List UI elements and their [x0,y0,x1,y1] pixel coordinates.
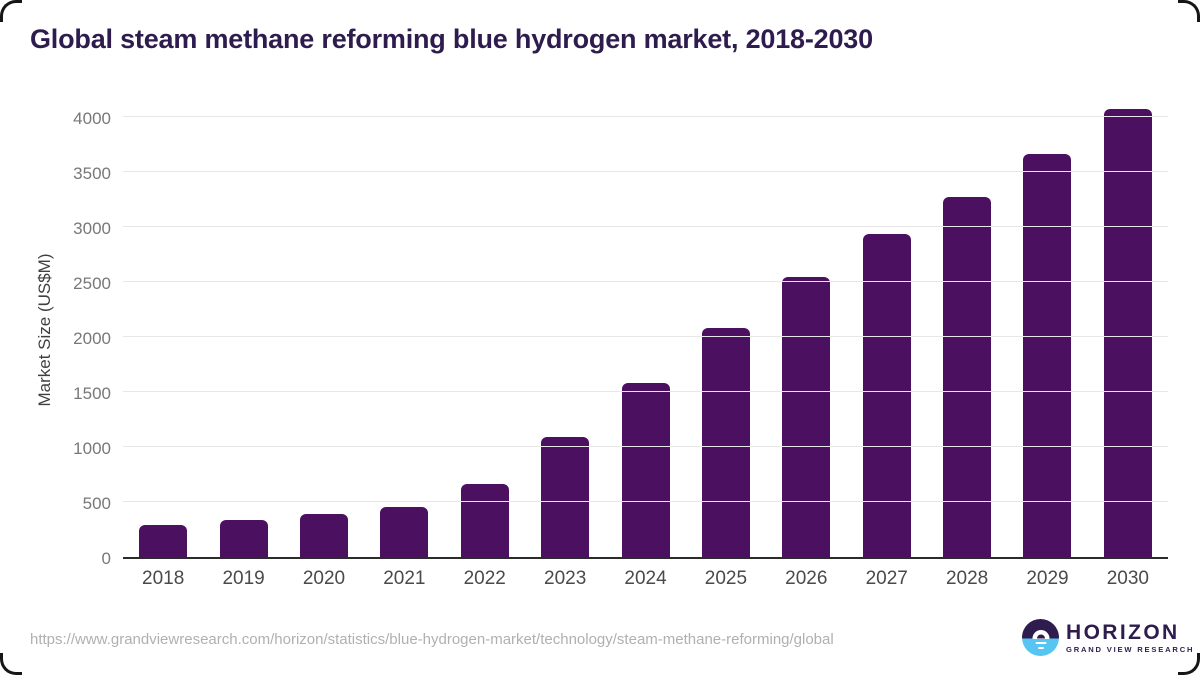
y-tick-label-2500: 2500 [73,273,111,293]
horizon-logo-text-block: HORIZON GRAND VIEW RESEARCH [1066,622,1194,654]
x-tick-label-2026: 2026 [785,568,828,589]
gridline-1000 [123,445,1168,447]
rounded-corner-border-bottom-right [1178,653,1200,675]
horizon-logo-subtitle: GRAND VIEW RESEARCH [1066,644,1195,654]
bar-2019 [219,519,268,557]
y-tick-label-3000: 3000 [73,218,111,238]
bar-2030 [1103,109,1152,557]
bar-2024 [621,383,670,557]
x-tick-label-2021: 2021 [383,568,426,589]
bar-slot-2019 [203,99,283,557]
bar-slot-2021 [364,99,444,557]
gridline-1500 [123,390,1168,392]
sun-reflection-shape [1037,646,1044,649]
plot-area [123,99,1168,559]
bar-slot-2030 [1088,99,1168,557]
y-tick-label-1500: 1500 [73,383,111,403]
x-tick-label-2023: 2023 [544,568,587,589]
bar-2026 [782,276,831,557]
y-tick-label-500: 500 [82,493,111,513]
bar-slot-2022 [445,99,525,557]
bar-2023 [541,437,590,557]
bars-container [123,99,1168,557]
bar-slot-2024 [605,99,685,557]
x-tick-label-2027: 2027 [865,568,908,589]
gridline-2000 [123,335,1168,337]
x-axis-tick-labels: 2018 2019 2020 2021 2022 2023 2024 2025 2026 2027… [123,568,1168,590]
bar-2025 [701,328,750,557]
bar-slot-2018 [123,99,203,557]
bar-2027 [862,233,911,557]
bar-2029 [1023,154,1072,557]
x-tick-label-2028: 2028 [945,568,989,589]
x-tick-label-2025: 2025 [704,568,748,589]
x-tick-label-2030: 2030 [1106,568,1150,589]
footer-source-url: https://www.grandviewresearch.com/horizo… [30,631,834,648]
gridline-4000 [123,115,1168,117]
horizon-logo: HORIZON GRAND VIEW RESEARCH [1022,619,1194,656]
gridline-3500 [123,170,1168,172]
horizon-sunrise-icon [1022,619,1059,656]
bar-slot-2026 [766,99,846,557]
bar-2028 [943,196,992,557]
bar-slot-2028 [927,99,1007,557]
y-tick-label-2000: 2000 [73,328,111,348]
x-tick-label-2020: 2020 [302,568,346,589]
bar-slot-2029 [1007,99,1087,557]
y-tick-label-4000: 4000 [73,108,111,128]
sun-core-shape [1036,634,1045,639]
x-tick-label-2024: 2024 [624,568,667,589]
bar-2022 [460,483,509,557]
horizon-logo-name: HORIZON [1066,620,1180,644]
x-tick-label-2018: 2018 [142,568,185,589]
bar-slot-2025 [686,99,766,557]
x-tick-label-2019: 2019 [222,568,265,589]
bar-slot-2027 [847,99,927,557]
bar-2021 [380,506,429,557]
rounded-corner-border-top-left [0,0,22,22]
x-tick-label-2029: 2029 [1026,568,1069,589]
rounded-corner-border-top-right [1178,0,1200,22]
gridline-3000 [123,225,1168,227]
y-tick-label-3500: 3500 [73,163,111,183]
x-tick-label-2022: 2022 [463,568,506,589]
bar-2018 [139,524,188,557]
bar-2020 [299,514,348,557]
bar-slot-2023 [525,99,605,557]
gridline-2500 [123,280,1168,282]
rounded-corner-border-bottom-left [0,653,22,675]
y-tick-label-0: 0 [101,549,111,568]
chart-title: Global steam methane reforming blue hydr… [30,24,873,54]
gridline-500 [123,500,1168,502]
sun-reflection-shape [1035,641,1046,644]
bar-slot-2020 [284,99,364,557]
y-axis-tick-labels: 0 500 1000 1500 2000 2500 3000 3500 4000 [0,99,111,568]
y-tick-label-1000: 1000 [73,438,111,458]
